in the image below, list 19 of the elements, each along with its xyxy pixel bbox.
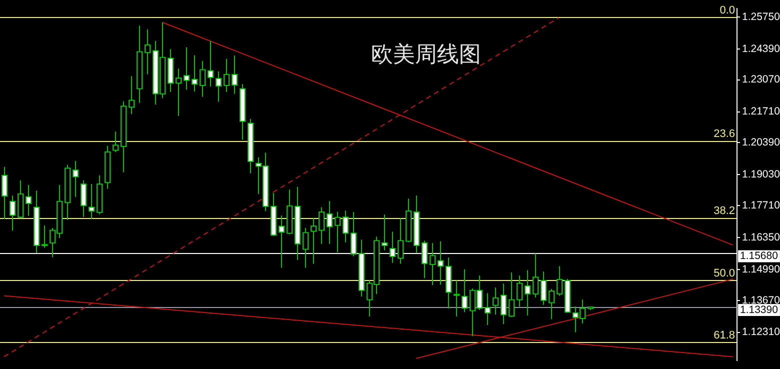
y-tick-label: 1.23070 bbox=[742, 74, 780, 86]
y-tick-label: 1.21710 bbox=[742, 106, 780, 118]
y-tick-label: 1.17710 bbox=[742, 200, 780, 212]
annotation: 38.2 bbox=[714, 205, 735, 218]
y-tick-label: 1.25750 bbox=[742, 10, 780, 23]
annotation: 0.0 bbox=[720, 4, 735, 17]
annotation: 61.8 bbox=[714, 329, 735, 342]
ref-line-label: 1.13390 bbox=[740, 304, 778, 316]
y-tick-label: 1.12310 bbox=[742, 326, 780, 338]
y-tick-label: 1.13670 bbox=[742, 294, 780, 306]
y-tick-label: 1.19030 bbox=[742, 168, 780, 181]
y-tick-label: 1.14990 bbox=[742, 263, 780, 276]
y-tick-label: 1.24390 bbox=[742, 42, 780, 55]
annotation: 23.6 bbox=[714, 128, 735, 140]
annotation: 50.0 bbox=[714, 268, 735, 280]
text: 欧美周线图 bbox=[370, 42, 481, 68]
y-tick-label: 1.16350 bbox=[742, 231, 780, 244]
y-tick-label: 1.20390 bbox=[742, 136, 780, 149]
ref-line-label: 1.15680 bbox=[740, 250, 778, 262]
